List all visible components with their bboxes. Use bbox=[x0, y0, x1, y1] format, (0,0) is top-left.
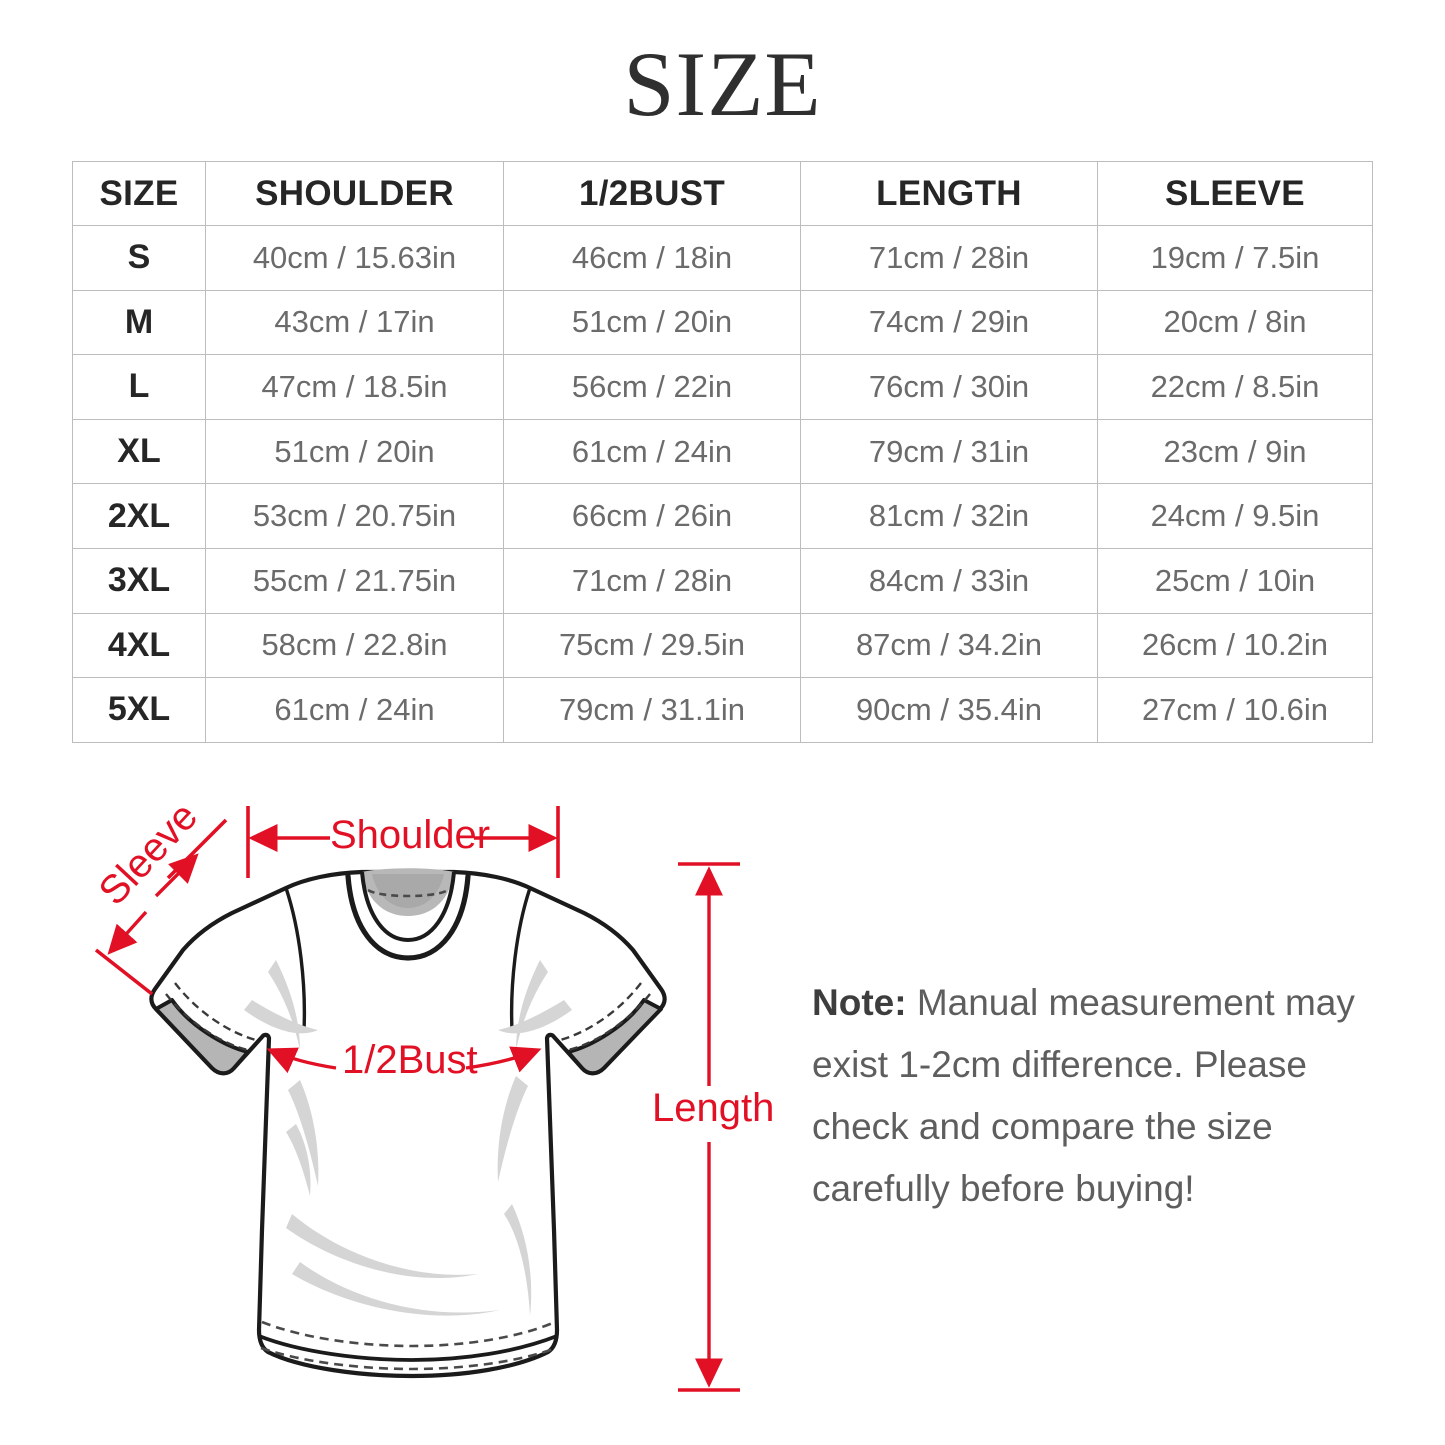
cell-sleeve: 25cm / 10in bbox=[1097, 547, 1373, 614]
bottom-hem-stitch-b bbox=[260, 1346, 557, 1371]
collar-inner-shadow bbox=[372, 874, 444, 908]
table-row: XL 51cm / 20in 61cm / 24in 79cm / 31in 2… bbox=[72, 418, 1373, 485]
cell-length: 76cm / 30in bbox=[800, 354, 1098, 420]
sleeve-cuff-right-stitch-a bbox=[567, 993, 651, 1052]
cell-bust: 75cm / 29.5in bbox=[503, 612, 801, 679]
table-row: L 47cm / 18.5in 56cm / 22in 76cm / 30in … bbox=[72, 354, 1373, 420]
column-header-size: SIZE bbox=[72, 161, 206, 226]
dimension-label-length: Length bbox=[652, 1086, 775, 1130]
cell-sleeve: 27cm / 10.6in bbox=[1097, 677, 1373, 743]
cell-length: 84cm / 33in bbox=[800, 547, 1098, 614]
sleeve-arrow-lower bbox=[107, 910, 148, 955]
sleeve-tick-lower bbox=[94, 948, 154, 996]
cell-shoulder: 61cm / 24in bbox=[205, 677, 504, 743]
cell-size: 4XL bbox=[72, 612, 206, 679]
column-header-length: LENGTH bbox=[800, 161, 1098, 226]
cell-size: M bbox=[72, 289, 206, 356]
table-row: M 43cm / 17in 51cm / 20in 74cm / 29in 20… bbox=[72, 289, 1373, 356]
bottom-hem-stitch-a bbox=[261, 1320, 556, 1348]
column-header-sleeve: SLEEVE bbox=[1097, 161, 1373, 226]
tshirt-body-outline bbox=[149, 869, 667, 1379]
collar-stitch-line bbox=[367, 888, 449, 898]
sleeve-cuff-left-stitch-b bbox=[174, 982, 257, 1042]
cell-sleeve: 19cm / 7.5in bbox=[1097, 225, 1373, 291]
cell-bust: 71cm / 28in bbox=[503, 547, 801, 614]
cell-shoulder: 40cm / 15.63in bbox=[205, 225, 504, 291]
cell-shoulder: 47cm / 18.5in bbox=[205, 354, 504, 420]
cell-shoulder: 43cm / 17in bbox=[205, 289, 504, 356]
cell-bust: 61cm / 24in bbox=[503, 418, 801, 485]
tshirt-illustration bbox=[149, 868, 667, 1379]
cell-bust: 46cm / 18in bbox=[503, 225, 801, 291]
cell-size: 5XL bbox=[72, 677, 206, 743]
cell-length: 81cm / 32in bbox=[800, 483, 1098, 549]
sleeve-arrow-upper bbox=[154, 853, 199, 898]
size-chart-table: SIZE SHOULDER 1/2BUST LENGTH SLEEVE S 40… bbox=[72, 161, 1373, 743]
column-header-bust: 1/2BUST bbox=[503, 161, 801, 226]
note-prefix: Note: bbox=[812, 982, 907, 1023]
cell-sleeve: 24cm / 9.5in bbox=[1097, 483, 1373, 549]
cell-sleeve: 26cm / 10.2in bbox=[1097, 612, 1373, 679]
cell-shoulder: 53cm / 20.75in bbox=[205, 483, 504, 549]
table-row: 5XL 61cm / 24in 79cm / 31.1in 90cm / 35.… bbox=[72, 677, 1373, 743]
table-row: S 40cm / 15.63in 46cm / 18in 71cm / 28in… bbox=[72, 225, 1373, 291]
measurement-note: Note: Manual measurement may exist 1-2cm… bbox=[812, 972, 1392, 1220]
column-header-shoulder: SHOULDER bbox=[205, 161, 504, 226]
bust-dimension bbox=[266, 1046, 542, 1074]
sleeve-cuff-left-stitch-a bbox=[165, 993, 249, 1052]
collar-rib bbox=[345, 873, 471, 961]
cell-size: 3XL bbox=[72, 547, 206, 614]
shoulder-seam-left bbox=[284, 887, 307, 1031]
cell-shoulder: 51cm / 20in bbox=[205, 418, 504, 485]
bust-arrow-left bbox=[266, 1047, 337, 1074]
cell-sleeve: 22cm / 8.5in bbox=[1097, 354, 1373, 420]
fabric-shading bbox=[244, 960, 572, 1316]
cell-size: S bbox=[72, 225, 206, 291]
cell-length: 74cm / 29in bbox=[800, 289, 1098, 356]
table-row: 2XL 53cm / 20.75in 66cm / 26in 81cm / 32… bbox=[72, 483, 1373, 549]
cell-shoulder: 55cm / 21.75in bbox=[205, 547, 504, 614]
cell-bust: 66cm / 26in bbox=[503, 483, 801, 549]
cell-bust: 56cm / 22in bbox=[503, 354, 801, 420]
cell-shoulder: 58cm / 22.8in bbox=[205, 612, 504, 679]
cell-sleeve: 23cm / 9in bbox=[1097, 418, 1373, 485]
cell-length: 79cm / 31in bbox=[800, 418, 1098, 485]
length-dimension bbox=[678, 862, 740, 1392]
cell-length: 90cm / 35.4in bbox=[800, 677, 1098, 743]
bust-arrow-right bbox=[465, 1046, 542, 1073]
dimension-label-shoulder: Shoulder bbox=[330, 813, 491, 857]
sleeve-dimension bbox=[94, 818, 228, 996]
note-text: Manual measurement may exist 1-2cm diffe… bbox=[812, 982, 1355, 1209]
cell-sleeve: 20cm / 8in bbox=[1097, 289, 1373, 356]
page-title: SIZE bbox=[623, 33, 822, 135]
dimension-label-bust: 1/2Bust bbox=[342, 1038, 478, 1082]
cell-size: L bbox=[72, 354, 206, 420]
shoulder-seam-right bbox=[509, 887, 532, 1031]
table-header-row: SIZE SHOULDER 1/2BUST LENGTH SLEEVE bbox=[72, 161, 1373, 226]
cell-size: 2XL bbox=[72, 483, 206, 549]
shoulder-dimension bbox=[246, 806, 560, 878]
table-row: 3XL 55cm / 21.75in 71cm / 28in 84cm / 33… bbox=[72, 547, 1373, 614]
collar-rib-outer bbox=[360, 871, 456, 943]
bottom-hem-edge bbox=[258, 1334, 558, 1362]
cell-bust: 79cm / 31.1in bbox=[503, 677, 801, 743]
sleeve-cuff-right-stitch-b bbox=[559, 982, 642, 1042]
cell-bust: 51cm / 20in bbox=[503, 289, 801, 356]
